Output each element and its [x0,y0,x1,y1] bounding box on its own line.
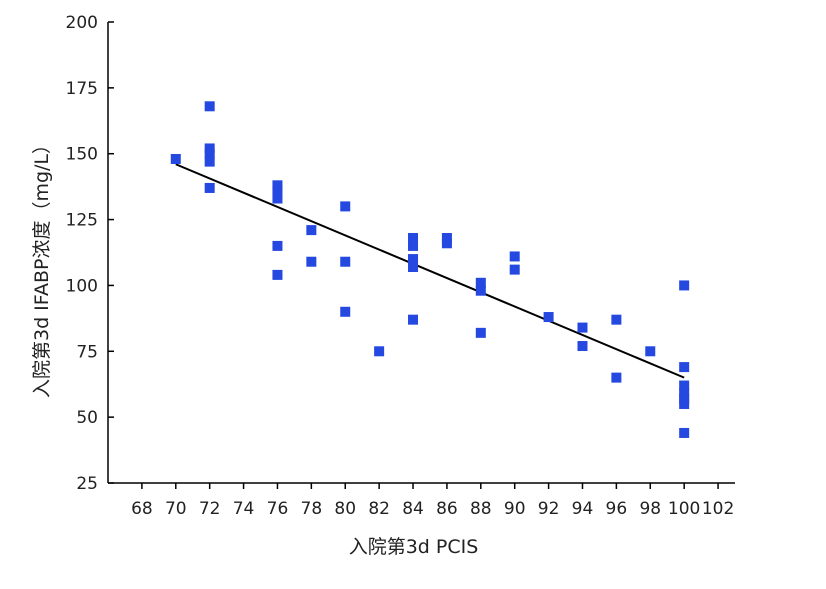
data-point [340,306,351,317]
data-point [679,398,690,409]
data-point [408,240,419,251]
data-point [204,101,215,112]
ticks: 25 50 75 100 125 150 175 200 68 70 72 74 76 78 80 82 84 8… [66,13,735,519]
axes [107,22,735,484]
y-tick-label: 50 [76,408,98,428]
data-point [509,264,520,275]
y-tick-label: 125 [66,211,98,231]
data-point [408,254,419,265]
data-point [543,312,554,323]
x-tick-label: 68 [131,499,153,519]
y-tick-label: 100 [66,276,98,296]
data-point [441,238,452,249]
x-tick-label: 78 [301,499,323,519]
x-tick-label: 80 [334,499,356,519]
data-point [272,185,283,196]
x-tick-label: 86 [436,499,458,519]
y-tick-label: 200 [66,13,98,33]
data-point [272,180,283,191]
data-point [306,256,317,267]
data-point [204,148,215,159]
y-tick-label: 75 [76,342,98,362]
data-point [679,393,690,404]
data-point [679,362,690,373]
data-point [272,193,283,204]
data-point [204,182,215,193]
x-tick-label: 98 [639,499,661,519]
x-tick-label: 84 [402,499,424,519]
data-point [441,233,452,244]
data-point [475,285,486,296]
data-point [611,372,622,383]
data-point [340,256,351,267]
data-point [475,327,486,338]
data-point [679,280,690,291]
x-tick-label: 70 [165,499,187,519]
data-point [679,388,690,399]
data-point [679,380,690,391]
data-point [645,346,656,357]
data-point [679,427,690,438]
data-point [408,233,419,244]
x-tick-label: 96 [606,499,628,519]
x-tick-label: 72 [199,499,221,519]
data-points [170,101,690,438]
data-point [408,314,419,325]
data-point [340,201,351,212]
data-point [272,269,283,280]
x-tick-label: 100 [668,499,700,519]
data-point [408,261,419,272]
trendline [175,163,685,379]
data-point [170,153,181,164]
x-tick-label: 92 [538,499,560,519]
y-tick-label: 25 [76,474,98,494]
x-tick-label: 82 [368,499,390,519]
x-tick-label: 94 [572,499,594,519]
data-point [475,277,486,288]
data-point [509,251,520,262]
data-point [577,322,588,333]
x-tick-label: 102 [702,499,734,519]
data-point [204,143,215,154]
x-tick-label: 90 [504,499,526,519]
x-tick-label: 76 [267,499,289,519]
data-point [611,314,622,325]
x-axis-title: 入院第3d PCIS [349,536,479,558]
x-tick-label: 88 [470,499,492,519]
data-point [306,225,317,236]
data-point [577,341,588,352]
data-point [374,346,385,357]
y-tick-label: 175 [66,79,98,99]
data-point [204,156,215,167]
x-tick-label: 74 [233,499,255,519]
y-axis-title: 入院第3d IFABP浓度（mg/L） [31,135,53,398]
trendline-group [175,163,685,379]
y-tick-label: 150 [66,145,98,165]
data-point [272,240,283,251]
